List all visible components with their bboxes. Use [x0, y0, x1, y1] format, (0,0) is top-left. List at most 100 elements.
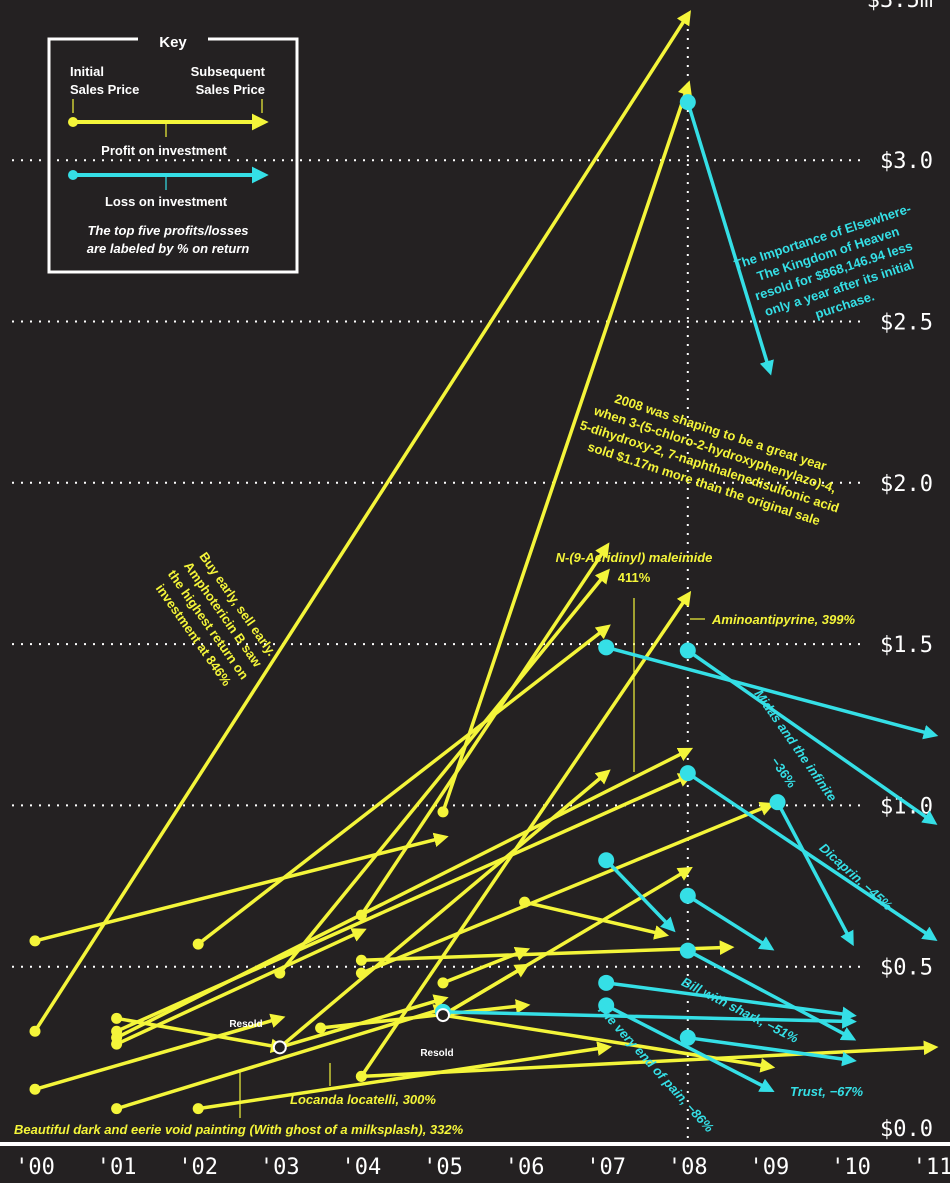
x-tick-label: '07: [586, 1155, 626, 1180]
bill-label: Bill with shark, −51%: [679, 974, 801, 1046]
x-tick-label: '03: [260, 1155, 300, 1180]
arrow: [686, 894, 775, 951]
midas-pct: −36%: [768, 754, 800, 790]
key-title: Key: [159, 34, 187, 51]
arrow: [442, 946, 531, 985]
arrow: [278, 769, 611, 1049]
arrow: [197, 1041, 613, 1111]
y-tick-label: $2.5: [880, 311, 933, 336]
key-loss-label: Loss on investment: [105, 194, 228, 209]
arrow: [605, 1003, 775, 1092]
arrow: [442, 1013, 776, 1073]
start-point: [598, 997, 615, 1014]
arrow: [776, 801, 854, 947]
locanda-label: Locanda locatelli, 300%: [290, 1092, 436, 1107]
start-point: [679, 1029, 696, 1046]
start-point: [437, 806, 449, 818]
key-subsequent-label: Subsequent: [191, 64, 266, 79]
start-point: [437, 977, 449, 989]
key-initial-label-2: Sales Price: [70, 82, 139, 97]
start-point: [519, 896, 531, 908]
start-point: [29, 935, 41, 947]
arrow: [34, 832, 449, 943]
start-point: [769, 794, 786, 811]
start-point: [111, 1038, 123, 1050]
x-tick-label: '05: [423, 1155, 463, 1180]
start-point: [679, 942, 696, 959]
start-point: [679, 642, 696, 659]
arrow: [605, 981, 857, 1022]
arrow: [441, 80, 692, 813]
arrow: [278, 568, 610, 975]
start-point: [192, 938, 204, 950]
key-legend: Key Initial Sales Price Subsequent Sales…: [47, 30, 299, 274]
arrow: [686, 101, 774, 376]
arrow: [524, 900, 670, 940]
resold-marker: [272, 1040, 287, 1055]
arrow: [604, 859, 676, 933]
start-point: [679, 887, 696, 904]
x-tick-label: '04: [342, 1155, 382, 1180]
aminoantipyrine-label: Aminoantipyrine, 399%: [711, 612, 855, 627]
profit-series: [29, 10, 939, 1115]
start-point: [111, 1103, 123, 1115]
start-point: [598, 974, 615, 991]
y-tick-label: $2.0: [880, 472, 933, 497]
x-tick-label: '02: [178, 1155, 218, 1180]
resold-marker: [436, 1008, 450, 1023]
x-tick-label: '10: [831, 1155, 871, 1180]
start-point: [111, 1012, 123, 1024]
start-point: [355, 967, 367, 979]
arrow: [686, 649, 938, 825]
arrow: [359, 542, 610, 917]
y-axis: $0.0$0.5$1.0$1.5$2.0$2.5$3.0$3.5m: [867, 0, 933, 1142]
dicaprin-label: Dicaprin, −45%: [816, 840, 895, 914]
arrow: [197, 624, 611, 946]
arrow: [34, 1013, 286, 1091]
start-point: [355, 1070, 367, 1082]
start-point: [29, 1025, 41, 1037]
trust-label: Trust, −67%: [790, 1084, 864, 1099]
arrow: [687, 1035, 857, 1067]
arrow: [320, 999, 531, 1030]
pain-label: The very end of pain, −86%: [594, 1001, 717, 1136]
x-tick-label: '11: [913, 1155, 950, 1180]
arrow: [359, 590, 692, 1078]
arrow: [33, 10, 691, 1033]
callout-lines: [239, 598, 705, 1118]
annotation-amphotericin: Buy early, sell early. Amphotericin B sa…: [153, 549, 279, 689]
arrow: [686, 949, 857, 1041]
start-point: [679, 765, 696, 782]
arrow: [361, 1040, 939, 1079]
y-tick-label: $3.5m: [867, 0, 933, 13]
resold-label-1: Resold: [229, 1019, 262, 1030]
x-tick-label: '08: [668, 1155, 708, 1180]
arrow: [360, 801, 775, 975]
start-point: [598, 639, 615, 656]
y-tick-label: $1.5: [880, 633, 933, 658]
arrow: [686, 771, 938, 941]
start-point: [274, 967, 286, 979]
start-point: [29, 1083, 41, 1095]
x-axis: '00 '01 '02 '03 '04 '05 '06 '07 '08 '09 '10 '11: [15, 1155, 950, 1180]
y-tick-label: $0.0: [880, 1117, 933, 1142]
start-point: [355, 954, 367, 966]
y-tick-label: $0.5: [880, 956, 933, 981]
key-note-2: are labeled by % on return: [87, 241, 250, 256]
x-tick-label: '00: [15, 1155, 55, 1180]
acridinyl-label: N-(9-Acridinyl) maleimide: [556, 550, 713, 565]
key-note-1: The top five profits/losses: [87, 223, 248, 238]
key-initial-label: Initial: [70, 64, 104, 79]
y-tick-label: $3.0: [880, 149, 933, 174]
start-point: [192, 1103, 204, 1115]
x-tick-label: '06: [505, 1155, 545, 1180]
annotation-2008: 2008 was shaping to be a great year when…: [578, 391, 841, 529]
start-point: [355, 909, 367, 921]
loss-series: [272, 94, 939, 1092]
grid: [12, 20, 862, 1140]
arrow: [115, 773, 694, 1033]
arrow: [442, 866, 693, 1017]
beautiful-label: Beautiful dark and eerie void painting (…: [14, 1122, 464, 1137]
start-point: [598, 852, 615, 869]
